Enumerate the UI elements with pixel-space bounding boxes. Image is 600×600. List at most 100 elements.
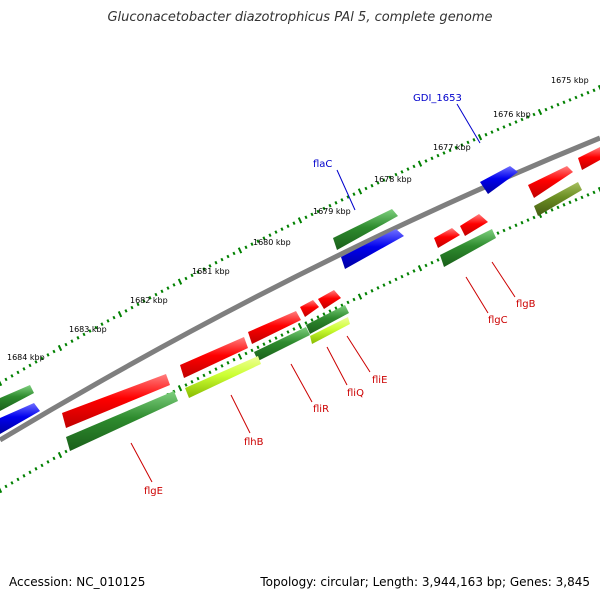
scale-tick — [297, 322, 303, 330]
gene-flgb-red[interactable] — [434, 228, 460, 248]
scale-tick — [112, 315, 116, 320]
gene-red-right-1[interactable] — [528, 166, 573, 198]
scale-tick — [237, 353, 243, 360]
topology-text: Topology: circular; Length: 3,944,163 bp… — [260, 575, 590, 589]
scale-tick — [454, 145, 458, 150]
scale-tick — [406, 272, 410, 276]
scale-tick — [172, 283, 176, 287]
scale-labels: 1675 kbp 1676 kbp 1677 kbp 1678 kbp 1679… — [7, 76, 589, 362]
gene-gdi1653[interactable] — [480, 166, 518, 194]
scale-tick — [328, 309, 332, 313]
scale-tick — [502, 228, 506, 233]
scale-label-1680: 1680 kbp — [253, 238, 291, 247]
scale-tick — [400, 170, 404, 174]
scale-tick — [64, 449, 68, 454]
scale-tick — [286, 224, 290, 228]
scale-tick — [424, 263, 428, 268]
gene-green-left[interactable] — [0, 385, 34, 411]
gene-flac-green[interactable] — [333, 209, 398, 250]
scale-tick — [568, 98, 572, 102]
scale-tick — [352, 192, 356, 196]
scale-label-1677: 1677 kbp — [433, 143, 471, 152]
scale-label-1683: 1683 kbp — [69, 325, 107, 334]
scale-tick — [208, 264, 212, 268]
scale-tick — [4, 484, 8, 489]
scale-tick — [310, 212, 314, 217]
scale-tick — [22, 474, 26, 478]
scale-label-1679: 1679 kbp — [313, 207, 351, 216]
scale-tick — [76, 336, 80, 340]
scale-tick — [442, 151, 446, 155]
scale-tick — [388, 175, 392, 180]
scale-tick — [532, 112, 536, 117]
gene-flac-blue[interactable] — [341, 229, 404, 269]
label-fliq[interactable]: fliQ — [347, 388, 364, 399]
scale-tick — [532, 215, 536, 220]
gene-flir-green[interactable] — [254, 327, 310, 361]
gene-flgbc-green[interactable] — [440, 229, 496, 267]
label-flgb[interactable]: flgB — [516, 299, 536, 310]
scale-tick — [580, 93, 584, 97]
gene-flie-red-1[interactable] — [300, 300, 319, 317]
scale-tick — [496, 231, 500, 235]
scale-tick — [268, 233, 272, 237]
scale-tick — [226, 361, 230, 365]
scale-tick — [574, 198, 578, 202]
scale-tick — [334, 201, 338, 205]
scale-tick — [237, 247, 243, 254]
scale-tick — [562, 203, 566, 207]
scale-tick — [142, 299, 146, 303]
gene-flgc-red[interactable] — [460, 214, 488, 236]
scale-tick — [52, 456, 56, 461]
scale-tick — [40, 356, 44, 361]
gene-blue-left[interactable] — [0, 403, 40, 434]
scale-tick — [40, 463, 44, 468]
scale-tick — [130, 305, 134, 310]
gene-red-right-2[interactable] — [578, 147, 600, 170]
gene-fliq-green[interactable] — [306, 305, 349, 334]
scale-tick — [514, 223, 518, 228]
scale-tick — [370, 289, 374, 293]
scale-tick — [202, 373, 206, 378]
scale-tick — [117, 311, 123, 318]
gene-lime-2[interactable] — [310, 317, 350, 344]
scale-tick — [550, 208, 554, 212]
scale-tick — [46, 460, 50, 464]
scale-tick — [232, 357, 236, 362]
scale-label-1681: 1681 kbp — [192, 267, 230, 276]
gene-flhb-red[interactable] — [180, 337, 248, 378]
label-flir[interactable]: fliR — [313, 404, 329, 415]
scale-tick — [382, 283, 386, 287]
scale-tick — [184, 276, 188, 281]
label-flac[interactable]: flaC — [313, 159, 332, 170]
scale-tick — [94, 325, 98, 330]
scale-label-1678: 1678 kbp — [374, 175, 412, 184]
scale-tick — [568, 200, 572, 205]
gene-labels: GDI_1653 flaC flgB flgC fliE fliQ fliR f… — [144, 93, 536, 497]
scale-tick — [10, 374, 14, 378]
label-flge[interactable]: flgE — [144, 486, 163, 497]
scale-tick — [214, 367, 218, 371]
scale-tick — [304, 215, 308, 220]
gene-flge-green[interactable] — [66, 391, 178, 451]
gene-flie-red-2[interactable] — [318, 290, 341, 309]
scale-tick — [370, 183, 374, 188]
scale-tick — [406, 167, 410, 171]
scale-tick — [544, 107, 548, 112]
scale-tick — [262, 342, 266, 346]
label-gdi1653[interactable]: GDI_1653 — [413, 93, 462, 104]
gene-flge-red[interactable] — [62, 374, 170, 428]
label-flhb[interactable]: flhB — [244, 437, 264, 448]
gene-flir-red[interactable] — [248, 311, 301, 344]
scale-tick — [28, 470, 32, 475]
gene-olive-right[interactable] — [534, 182, 582, 216]
scale-tick — [34, 467, 38, 471]
label-flie[interactable]: fliE — [372, 375, 387, 386]
scale-tick — [514, 120, 518, 124]
scale-tick — [297, 217, 303, 224]
scale-tick — [376, 286, 380, 290]
label-flgc[interactable]: flgC — [488, 315, 508, 326]
scale-tick — [244, 245, 248, 250]
scale-label-1675: 1675 kbp — [551, 76, 589, 85]
gene-lime[interactable] — [185, 356, 261, 398]
